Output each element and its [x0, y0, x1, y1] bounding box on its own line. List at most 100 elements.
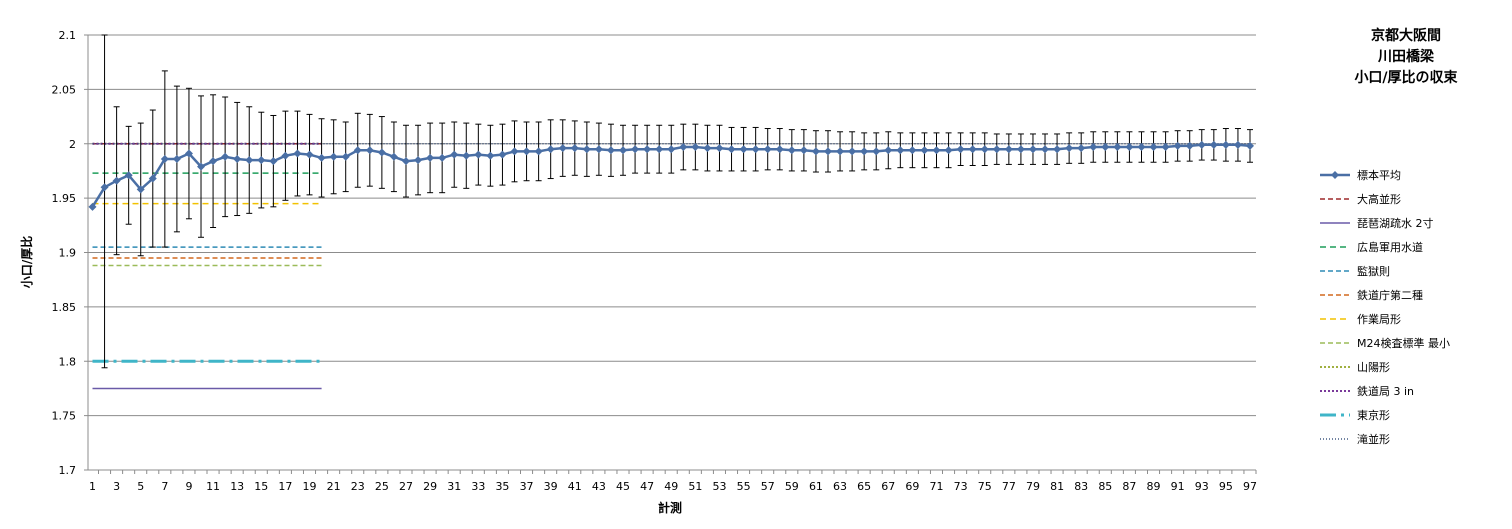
x-tick-label: 27: [399, 480, 413, 493]
x-tick-label: 41: [568, 480, 582, 493]
data-point: [1221, 140, 1230, 149]
x-tick-label: 7: [161, 480, 168, 493]
data-point: [679, 143, 688, 152]
data-point: [908, 146, 917, 155]
title-line-1: 京都大阪間: [1371, 27, 1441, 44]
x-tick-label: 43: [592, 480, 606, 493]
x-tick-label: 5: [137, 480, 144, 493]
x-tick-label: 39: [544, 480, 558, 493]
data-point: [1077, 144, 1086, 153]
x-tick-label: 67: [881, 480, 895, 493]
data-point: [172, 154, 181, 163]
x-tick-label: 53: [712, 480, 726, 493]
y-tick-label: 2: [69, 138, 76, 151]
data-point: [1004, 145, 1013, 154]
legend-label: 広島軍用水道: [1357, 240, 1423, 254]
data-point: [1173, 141, 1182, 150]
data-point: [896, 146, 905, 155]
data-point: [450, 150, 459, 159]
data-point: [112, 176, 121, 185]
data-point: [100, 183, 109, 192]
x-tick-label: 93: [1195, 480, 1209, 493]
y-tick-label: 1.7: [59, 464, 77, 477]
legend-label: 琵琶湖疏水 2寸: [1357, 216, 1434, 230]
data-point: [1246, 141, 1254, 150]
x-tick-label: 15: [254, 480, 268, 493]
data-point: [594, 145, 603, 154]
x-tick-label: 19: [303, 480, 317, 493]
data-point: [88, 202, 97, 211]
x-tick-label: 69: [905, 480, 919, 493]
x-tick-label: 73: [954, 480, 968, 493]
y-tick-labels: 1.7 1.75 1.8 1.85 1.9 1.95 2 2.05 2.1: [52, 29, 77, 477]
x-tick-label: 59: [785, 480, 799, 493]
data-point: [751, 145, 760, 154]
data-point: [1016, 145, 1025, 154]
x-tick-label: 3: [113, 480, 120, 493]
data-point: [136, 185, 145, 194]
data-point: [1089, 143, 1098, 152]
data-point: [920, 146, 929, 155]
y-axis-title: 小口/厚比: [19, 236, 34, 288]
legend-marker: [1331, 171, 1339, 179]
x-tick-label: 17: [278, 480, 292, 493]
legend-label: 東京形: [1357, 408, 1390, 422]
data-point: [582, 145, 591, 154]
x-tick-label: 55: [737, 480, 751, 493]
x-tick-label: 31: [447, 480, 461, 493]
y-tick-label: 1.95: [52, 192, 77, 205]
legend-label: M24検査標準 最小: [1357, 336, 1450, 350]
data-point: [799, 146, 808, 155]
legend-label: 鉄道局 3 in: [1357, 384, 1414, 398]
data-point: [426, 153, 435, 162]
legend-label: 鉄道庁第二種: [1357, 288, 1423, 302]
title-line-3: 小口/厚比の収束: [1354, 69, 1458, 86]
data-point: [546, 145, 555, 154]
data-point: [233, 154, 242, 163]
x-tick-label: 11: [206, 480, 220, 493]
y-tick-label: 1.9: [59, 247, 77, 260]
x-tick-label: 51: [688, 480, 702, 493]
x-tick-label: 89: [1147, 480, 1161, 493]
data-point: [884, 146, 893, 155]
data-point: [293, 149, 302, 158]
legend-label: 滝並形: [1357, 432, 1390, 446]
y-tick-label: 1.8: [59, 355, 77, 368]
data-point: [739, 145, 748, 154]
data-point: [872, 147, 881, 156]
data-point: [438, 153, 447, 162]
sample-mean-series: [88, 140, 1254, 211]
data-point: [715, 144, 724, 153]
data-point: [522, 147, 531, 156]
title-line-2: 川田橋梁: [1377, 48, 1435, 65]
data-point: [160, 154, 169, 163]
data-point: [1233, 140, 1242, 149]
data-point: [317, 153, 326, 162]
legend-label: 監獄則: [1357, 264, 1390, 278]
x-tick-label: 45: [616, 480, 630, 493]
data-point: [1149, 143, 1158, 152]
data-point: [932, 146, 941, 155]
data-point: [703, 144, 712, 153]
x-tick-label: 95: [1219, 480, 1233, 493]
data-point: [1125, 143, 1134, 152]
data-point: [365, 146, 374, 155]
data-point: [811, 147, 820, 156]
x-tick-label: 9: [185, 480, 192, 493]
y-tick-label: 2.05: [52, 83, 77, 96]
data-point: [1185, 141, 1194, 150]
data-point: [823, 147, 832, 156]
data-point: [1209, 140, 1218, 149]
data-point: [197, 162, 206, 171]
x-tick-label: 35: [495, 480, 509, 493]
data-point: [1113, 143, 1122, 152]
data-point: [643, 145, 652, 154]
data-point: [606, 146, 615, 155]
x-tick-label: 33: [471, 480, 485, 493]
x-tick-label: 63: [833, 480, 847, 493]
data-point: [558, 144, 567, 153]
data-point: [534, 147, 543, 156]
gridlines: [88, 34, 1256, 471]
data-point: [389, 152, 398, 161]
